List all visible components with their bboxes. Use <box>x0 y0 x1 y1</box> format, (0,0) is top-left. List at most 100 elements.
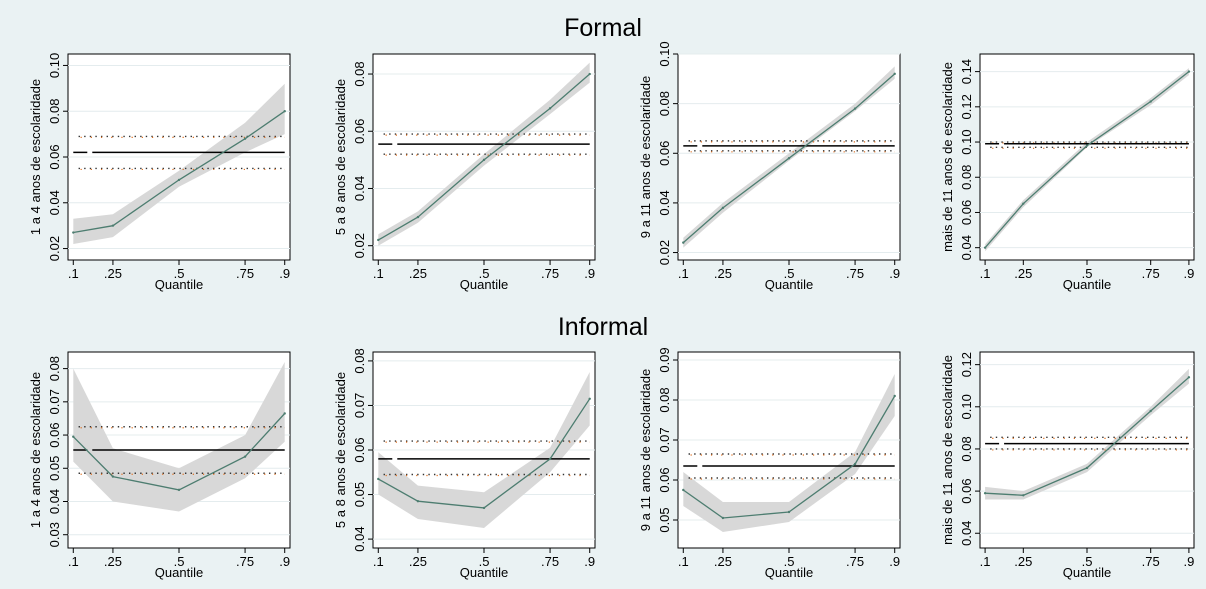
x-axis-label: Quantile <box>765 277 813 292</box>
quantile-point <box>1022 494 1025 497</box>
x-tick-label: .25 <box>1014 266 1032 281</box>
quantile-point <box>983 492 987 495</box>
quantile-point <box>1149 409 1152 413</box>
x-tick-label: .9 <box>1183 554 1194 569</box>
quantile-point <box>853 107 857 110</box>
x-tick-label: .5 <box>174 554 185 569</box>
quantile-ci-band <box>73 83 285 244</box>
x-axis-label: Quantile <box>460 277 508 292</box>
x-tick-label: .75 <box>236 266 254 281</box>
quantile-point <box>721 206 725 210</box>
x-axis-label: Quantile <box>460 565 508 580</box>
quantile-point <box>377 477 380 481</box>
y-tick-label: 0.08 <box>959 436 974 461</box>
plot-area <box>979 53 1195 261</box>
x-tick-label: .5 <box>784 554 795 569</box>
quantile-ci-band <box>73 362 285 512</box>
y-tick-label: 0.08 <box>352 61 367 86</box>
y-tick-label: 0.12 <box>959 94 974 119</box>
x-tick-label: .25 <box>104 554 122 569</box>
x-tick-label: .25 <box>409 554 427 569</box>
x-tick-label: .9 <box>889 266 900 281</box>
y-tick-label: 0.06 <box>959 200 974 225</box>
y-tick-label: 0.08 <box>657 387 672 412</box>
y-tick-label: 0.02 <box>47 236 62 261</box>
y-tick-label: 0.10 <box>959 129 974 154</box>
quantile-point <box>243 137 247 140</box>
x-tick-label: .75 <box>1142 266 1160 281</box>
y-axis-label: 5 a 8 anos de escolaridade <box>333 79 348 235</box>
quantile-point <box>983 246 987 249</box>
y-tick-label: 0.04 <box>352 526 367 551</box>
y-tick-label: 0.04 <box>959 521 974 546</box>
x-tick-label: .9 <box>1183 266 1194 281</box>
x-tick-label: .1 <box>678 266 689 281</box>
x-tick-label: .1 <box>980 266 991 281</box>
chart-panel-1: 0.02 0.04 0.06 0.08 0.10 .1 .25 .5 .75 .9 Quantile… <box>28 53 291 292</box>
quantile-point <box>721 516 725 520</box>
y-tick-label: 0.02 <box>352 233 367 258</box>
x-axis-label: Quantile <box>155 277 203 292</box>
x-tick-label: .1 <box>678 554 689 569</box>
y-tick-label: 0.12 <box>959 352 974 377</box>
x-tick-label: .75 <box>846 266 864 281</box>
quantile-point <box>682 488 685 492</box>
quantile-point <box>893 394 896 398</box>
y-tick-label: 0.10 <box>657 41 672 66</box>
quantile-ci-band <box>378 62 590 246</box>
quantile-point <box>283 110 286 113</box>
x-tick-label: .9 <box>584 554 595 569</box>
quantile-ci-band <box>378 372 590 528</box>
x-tick-label: .9 <box>889 554 900 569</box>
x-tick-label: .1 <box>68 554 79 569</box>
quantile-point <box>1085 144 1089 147</box>
x-tick-label: .25 <box>409 266 427 281</box>
quantile-point <box>588 397 591 400</box>
x-tick-label: .5 <box>479 266 490 281</box>
quantile-point <box>72 435 75 438</box>
quantile-point <box>548 457 552 461</box>
quantile-point <box>588 72 591 76</box>
quantile-point <box>177 178 181 182</box>
quantile-point <box>111 224 115 227</box>
plot-area <box>979 351 1195 549</box>
x-tick-label: .5 <box>174 266 185 281</box>
y-tick-label: 0.03 <box>47 522 62 547</box>
y-tick-label: 0.06 <box>657 467 672 492</box>
x-tick-label: .1 <box>373 266 384 281</box>
y-axis-label: 9 a 11 anos de escolaridade <box>638 369 653 531</box>
y-tick-label: 0.08 <box>657 91 672 116</box>
x-tick-label: .25 <box>1014 554 1032 569</box>
y-tick-label: 0.06 <box>959 478 974 503</box>
x-tick-label: .75 <box>1142 554 1160 569</box>
y-axis-label: 1 a 4 anos de escolaridade <box>28 79 43 235</box>
quantile-point <box>787 157 791 160</box>
x-tick-label: .75 <box>541 266 559 281</box>
y-tick-label: 0.06 <box>352 119 367 144</box>
y-tick-label: 0.02 <box>657 240 672 265</box>
x-tick-label: .9 <box>279 554 290 569</box>
x-tick-label: .75 <box>541 554 559 569</box>
x-tick-label: .5 <box>479 554 490 569</box>
quantile-point <box>72 231 75 234</box>
quantile-point <box>787 510 791 514</box>
y-tick-label: 0.04 <box>47 489 62 514</box>
chart-panel-7: 0.05 0.06 0.07 0.08 0.09 .1 .25 .5 .75 .9 Quantile… <box>638 347 901 580</box>
y-tick-label: 0.05 <box>47 456 62 481</box>
y-tick-label: 0.09 <box>657 347 672 372</box>
quantile-point <box>416 500 420 503</box>
y-tick-label: 0.10 <box>959 394 974 419</box>
x-axis-label: Quantile <box>1063 565 1111 580</box>
y-tick-label: 0.04 <box>959 235 974 260</box>
chart-panel-6: 0.04 0.05 0.06 0.07 0.08 .1 .25 .5 .75 .9 Quantile… <box>333 348 596 580</box>
quantile-point <box>1149 100 1152 103</box>
quantile-point <box>111 475 115 478</box>
y-tick-label: 0.04 <box>352 176 367 201</box>
x-tick-label: .1 <box>68 266 79 281</box>
y-tick-label: 0.08 <box>47 99 62 124</box>
x-tick-label: .75 <box>236 554 254 569</box>
y-tick-label: 0.14 <box>959 59 974 84</box>
x-tick-label: .5 <box>1082 266 1093 281</box>
quantile-point <box>893 72 896 76</box>
y-axis-label: mais de 11 anos de escolaridade <box>940 355 955 545</box>
